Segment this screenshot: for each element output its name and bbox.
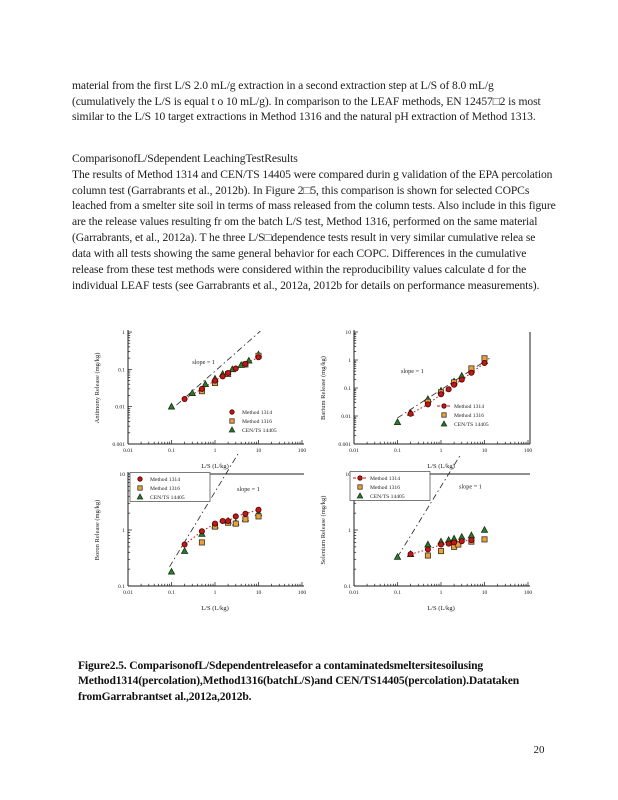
series-method-1314 [407,537,475,558]
slope-reference-line [176,330,261,406]
slope-label: slope = 1 [237,486,260,493]
svg-text:0.1: 0.1 [168,448,175,454]
svg-text:CEN/TS 14405: CEN/TS 14405 [242,428,277,434]
svg-text:0.1: 0.1 [118,367,125,373]
svg-text:10: 10 [482,448,488,454]
barium-plot-svg: slope = 10.01 0.1 1 10 1001010.10.010.001L/S… [320,330,532,470]
section-heading: ComparisonofL/Sdependent LeachingTestRes… [72,151,298,165]
series-method-1314 [181,506,262,548]
svg-text:0.01: 0.01 [349,448,359,454]
paragraph-1: material from the first L/S 2.0 mL/g ext… [72,78,541,124]
slope-label: slope = 1 [192,359,215,366]
x-axis-label: L/S (L/kg) [427,605,455,612]
svg-text:10: 10 [345,472,351,478]
legend: Method 1314 Method 1316 CEN/TS 14405 [228,409,277,434]
series-method-1314 [181,354,262,403]
svg-text:1: 1 [348,358,351,364]
svg-text:1: 1 [440,448,443,454]
chart-barium-release: slope = 1 0.01 0.1 1 10 100 10 1 0.1 0.01 0.001 L/S… [316,320,546,480]
svg-text:1: 1 [440,590,443,596]
axes [353,330,531,445]
chart-selenium-release: slope = 1 0.01 0.1 1 10 100 10 1 0.1 L/S (L/kg) Se… [316,454,546,622]
page-number: 20 [533,744,545,756]
series-method-1314 [407,360,488,417]
axes [127,330,304,445]
svg-text:10: 10 [345,330,351,336]
y-axis-label: Barium Release (mg/kg) [320,356,327,420]
svg-text:100: 100 [524,448,533,454]
svg-text:CEN/TS 14405: CEN/TS 14405 [150,495,185,501]
svg-text:100: 100 [298,590,307,596]
figure-caption: Figure2.5. ComparisonofL/Sdependentrelea… [78,658,520,703]
y-axis-label: Antimony Release (mg/kg) [94,353,101,424]
svg-text:0.1: 0.1 [344,584,351,590]
series-method-1316 [198,513,262,546]
svg-text:Method 1316: Method 1316 [242,419,272,425]
chart-boron-release: slope = 1 0.01 0.1 1 10 100 10 1 0.1 L/S (L/kg) Bo… [90,453,320,622]
legend: Method 1314 Method 1316 CEN/TS 14405 [349,471,431,501]
x-axis-label: L/S (L/kg) [201,463,229,470]
svg-text:0.01: 0.01 [123,448,133,454]
svg-text:1: 1 [348,528,351,534]
svg-text:CEN/TS 14405: CEN/TS 14405 [370,494,405,500]
x-axis-label: L/S (L/kg) [201,605,229,612]
svg-text:10: 10 [256,448,262,454]
svg-text:CEN/TS 14405: CEN/TS 14405 [454,422,489,428]
y-axis-label: Boron Release (mg/kg) [94,500,101,561]
x-axis-label: L/S (L/kg) [427,463,455,470]
svg-text:10: 10 [256,590,262,596]
svg-text:0.001: 0.001 [112,442,125,448]
figure-2-5: slope = 1 0.01 0.1 1 10 100 1 0.1 0.01 0.001 L/S (… [0,312,618,642]
svg-text:Method 1314: Method 1314 [454,404,484,410]
svg-text:0.001: 0.001 [338,442,351,448]
svg-text:Method 1316: Method 1316 [454,413,484,419]
svg-text:0.1: 0.1 [168,590,175,596]
y-axis-label: Selenium Release (mg/kg) [320,496,327,565]
svg-text:0.01: 0.01 [123,590,133,596]
svg-text:0.1: 0.1 [394,590,401,596]
svg-text:100: 100 [298,448,307,454]
svg-text:0.01: 0.01 [341,414,351,420]
svg-text:10: 10 [482,590,488,596]
svg-text:Method 1314: Method 1314 [150,477,180,483]
slope-reference-line [169,453,239,568]
svg-text:1: 1 [214,448,217,454]
paragraph-2: The results of Method 1314 and CEN/TS 14… [72,167,556,292]
slope-reference-line [397,454,461,558]
tick-marks [127,331,303,445]
svg-text:Method 1314: Method 1314 [370,476,400,482]
slope-label: slope = 1 [401,368,424,375]
svg-text:1: 1 [122,528,125,534]
svg-text:0.1: 0.1 [394,448,401,454]
legend: Method 1314 Method 1316 CEN/TS 14405 [437,403,489,428]
tick-marks [353,331,529,445]
svg-text:0.1: 0.1 [118,584,125,590]
svg-text:0.01: 0.01 [349,590,359,596]
tick-marks [127,473,303,587]
svg-text:0.01: 0.01 [115,405,125,411]
svg-text:1: 1 [214,590,217,596]
series-method-1316 [424,355,488,405]
svg-text:1: 1 [122,330,125,336]
svg-text:Method 1316: Method 1316 [370,485,400,491]
svg-text:100: 100 [524,590,533,596]
svg-text:0.1: 0.1 [344,386,351,392]
svg-text:10: 10 [119,472,125,478]
svg-text:Method 1314: Method 1314 [242,410,272,416]
legend: Method 1314 Method 1316 CEN/TS 14405 [129,472,211,502]
slope-label: slope = 1 [459,484,482,491]
svg-text:Method 1316: Method 1316 [150,486,180,492]
chart-antimony-release: slope = 1 0.01 0.1 1 10 100 1 0.1 0.01 0.001 L/S (… [90,320,320,480]
